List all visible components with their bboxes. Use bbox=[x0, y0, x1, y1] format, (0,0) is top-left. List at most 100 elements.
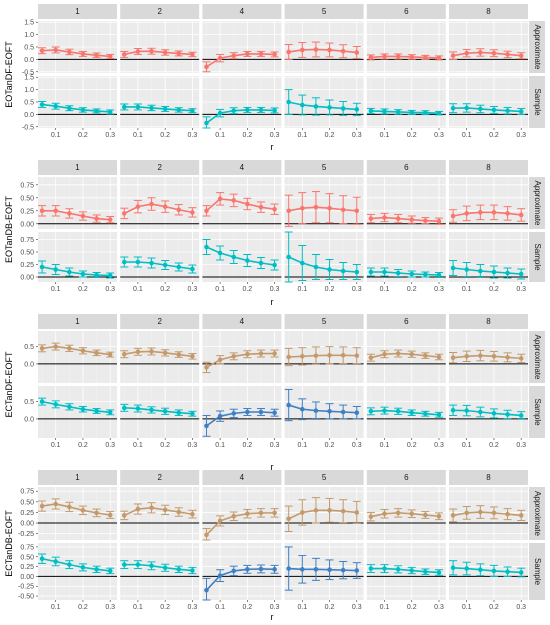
data-point bbox=[436, 354, 442, 360]
facet-strip-label: 1 bbox=[75, 473, 80, 482]
data-point bbox=[272, 206, 277, 212]
panel-4-sample: 0.1 0.2 0.3 bbox=[202, 76, 282, 139]
data-point bbox=[505, 412, 510, 417]
y-tick-label: 0.5 bbox=[24, 344, 34, 351]
data-point bbox=[423, 272, 428, 277]
data-point bbox=[121, 52, 127, 57]
panel-background bbox=[284, 177, 364, 229]
data-point bbox=[354, 410, 360, 415]
x-tick-label: 0.3 bbox=[352, 604, 362, 611]
data-point bbox=[382, 511, 387, 517]
panel-1-approximate: 1 bbox=[38, 4, 117, 73]
data-point bbox=[409, 271, 415, 277]
data-point bbox=[478, 106, 483, 112]
data-point bbox=[478, 50, 483, 55]
data-point bbox=[395, 510, 401, 516]
x-tick-label: 0.1 bbox=[51, 132, 61, 139]
panel-2-sample: 0.1 0.2 0.3 bbox=[120, 386, 200, 449]
data-point bbox=[409, 351, 415, 357]
data-point bbox=[340, 106, 346, 111]
data-point bbox=[354, 107, 360, 112]
facet-strip bbox=[284, 314, 364, 329]
data-point bbox=[340, 268, 346, 274]
panel-1-approximate: 1 bbox=[38, 314, 117, 383]
data-point bbox=[464, 408, 470, 413]
x-tick-label: 0.1 bbox=[215, 286, 225, 293]
data-point bbox=[94, 350, 99, 356]
x-tick-label: 0.3 bbox=[188, 132, 198, 139]
data-point bbox=[450, 355, 456, 360]
data-point bbox=[107, 568, 113, 574]
y-tick-label: 0.75 bbox=[20, 544, 34, 551]
y-tick-label: -0.5 bbox=[22, 69, 34, 76]
data-point bbox=[327, 47, 332, 53]
panel-background bbox=[120, 543, 200, 600]
data-point bbox=[368, 108, 374, 114]
data-point bbox=[340, 567, 346, 573]
data-point bbox=[300, 260, 305, 266]
panel-6-approximate: 6 bbox=[366, 4, 446, 73]
y-tick-label: 1.0 bbox=[24, 32, 34, 39]
panel-5-approximate: 5 bbox=[284, 314, 364, 383]
facet-strip bbox=[202, 470, 282, 485]
panel-4-sample: 0.1 0.2 0.3 bbox=[202, 386, 282, 449]
data-point bbox=[135, 406, 141, 411]
panel-5-sample: 0.1 0.2 0.3 bbox=[284, 76, 364, 139]
x-tick-label: 0.2 bbox=[242, 604, 252, 611]
facet-strip bbox=[202, 160, 282, 175]
data-point bbox=[107, 512, 113, 518]
x-tick-label: 0.1 bbox=[380, 604, 390, 611]
data-point bbox=[286, 516, 291, 522]
y-tick-label: 0.5 bbox=[24, 399, 34, 406]
data-point bbox=[176, 51, 182, 56]
panel-6-approximate: 6 bbox=[366, 160, 446, 229]
data-point bbox=[162, 507, 168, 513]
x-tick-label: 0.2 bbox=[160, 604, 170, 611]
data-point bbox=[518, 513, 524, 518]
y-tick-label: -0.5 bbox=[22, 124, 34, 131]
panel-8-sample: 0.1 0.2 0.3 bbox=[449, 76, 528, 139]
data-point bbox=[300, 354, 305, 359]
data-point bbox=[491, 568, 497, 574]
data-point bbox=[80, 348, 86, 354]
data-point bbox=[491, 50, 497, 56]
panel-background bbox=[202, 543, 282, 600]
data-point bbox=[286, 208, 291, 214]
data-point bbox=[190, 108, 195, 113]
panel-8-approximate: 8 bbox=[449, 314, 528, 383]
data-point bbox=[450, 513, 456, 518]
panel-1-sample: 0.1 0.2 0.3 bbox=[38, 386, 117, 449]
data-point bbox=[286, 566, 291, 571]
data-point bbox=[327, 352, 332, 358]
x-tick-label: 0.2 bbox=[78, 132, 88, 139]
panel-6-sample: 0.1 0.2 0.3 bbox=[366, 543, 446, 611]
x-axis-title: r bbox=[271, 612, 274, 622]
x-tick-label: 0.2 bbox=[489, 604, 499, 611]
facet-strip-label: 6 bbox=[404, 163, 409, 172]
data-point bbox=[354, 269, 360, 275]
data-point bbox=[245, 351, 250, 357]
data-point bbox=[368, 55, 374, 60]
data-point bbox=[53, 267, 59, 272]
data-point bbox=[190, 210, 195, 215]
y-tick-label: 0.50 bbox=[20, 250, 34, 257]
data-point bbox=[94, 272, 99, 278]
data-point bbox=[423, 218, 428, 223]
data-point bbox=[162, 106, 168, 112]
data-point bbox=[409, 217, 415, 222]
data-point bbox=[94, 216, 99, 221]
data-point bbox=[368, 216, 374, 221]
data-point bbox=[491, 210, 497, 215]
data-point bbox=[382, 215, 387, 220]
data-point bbox=[478, 409, 483, 415]
y-tick-label: 0.75 bbox=[20, 182, 34, 189]
data-point bbox=[354, 208, 360, 214]
data-point bbox=[272, 510, 277, 516]
data-point bbox=[505, 511, 510, 517]
data-point bbox=[176, 352, 182, 357]
facet-strip bbox=[284, 4, 364, 19]
data-point bbox=[217, 250, 223, 256]
data-point bbox=[176, 410, 182, 415]
data-point bbox=[464, 267, 470, 272]
